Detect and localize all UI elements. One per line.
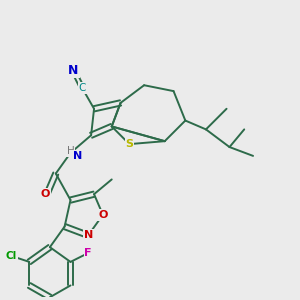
Text: O: O (98, 210, 108, 220)
Text: O: O (41, 189, 50, 199)
Text: N: N (68, 64, 79, 77)
Text: S: S (125, 139, 134, 149)
Text: H: H (67, 146, 74, 157)
Text: F: F (84, 248, 92, 258)
Text: N: N (83, 230, 93, 240)
Text: Cl: Cl (6, 251, 17, 261)
Text: C: C (79, 83, 86, 93)
Text: N: N (73, 151, 83, 161)
